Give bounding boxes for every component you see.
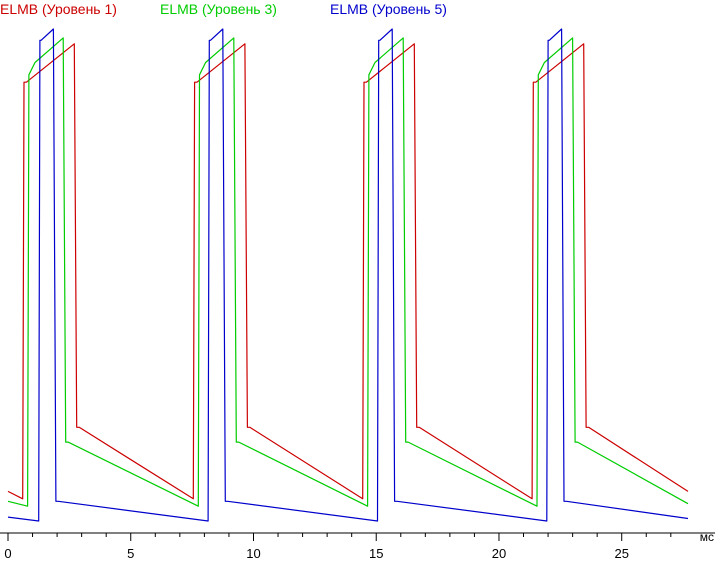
series-line-1 xyxy=(7,43,689,500)
x-axis-ticks: 0 5 10 15 20 25 xyxy=(4,533,672,561)
legend-entry-2: ELMB (Уровень 3) xyxy=(160,1,277,17)
x-axis-unit-label: мс xyxy=(700,530,714,544)
series-line-3 xyxy=(7,28,689,522)
x-tick-label: 0 xyxy=(4,546,11,561)
x-tick-label: 15 xyxy=(369,546,383,561)
series-layer xyxy=(7,28,689,522)
series-line-2 xyxy=(7,37,689,507)
x-tick-label: 10 xyxy=(246,546,260,561)
legend-entry-1: ELMB (Уровень 1) xyxy=(0,1,117,17)
legend-entry-3: ELMB (Уровень 5) xyxy=(330,1,447,17)
x-tick-label: 25 xyxy=(614,546,628,561)
legend: ELMB (Уровень 1) ELMB (Уровень 3) ELMB (Ур… xyxy=(0,1,447,17)
x-tick-label: 20 xyxy=(492,546,506,561)
x-axis: 0 5 10 15 20 25 мс xyxy=(0,530,715,561)
x-tick-label: 5 xyxy=(127,546,134,561)
